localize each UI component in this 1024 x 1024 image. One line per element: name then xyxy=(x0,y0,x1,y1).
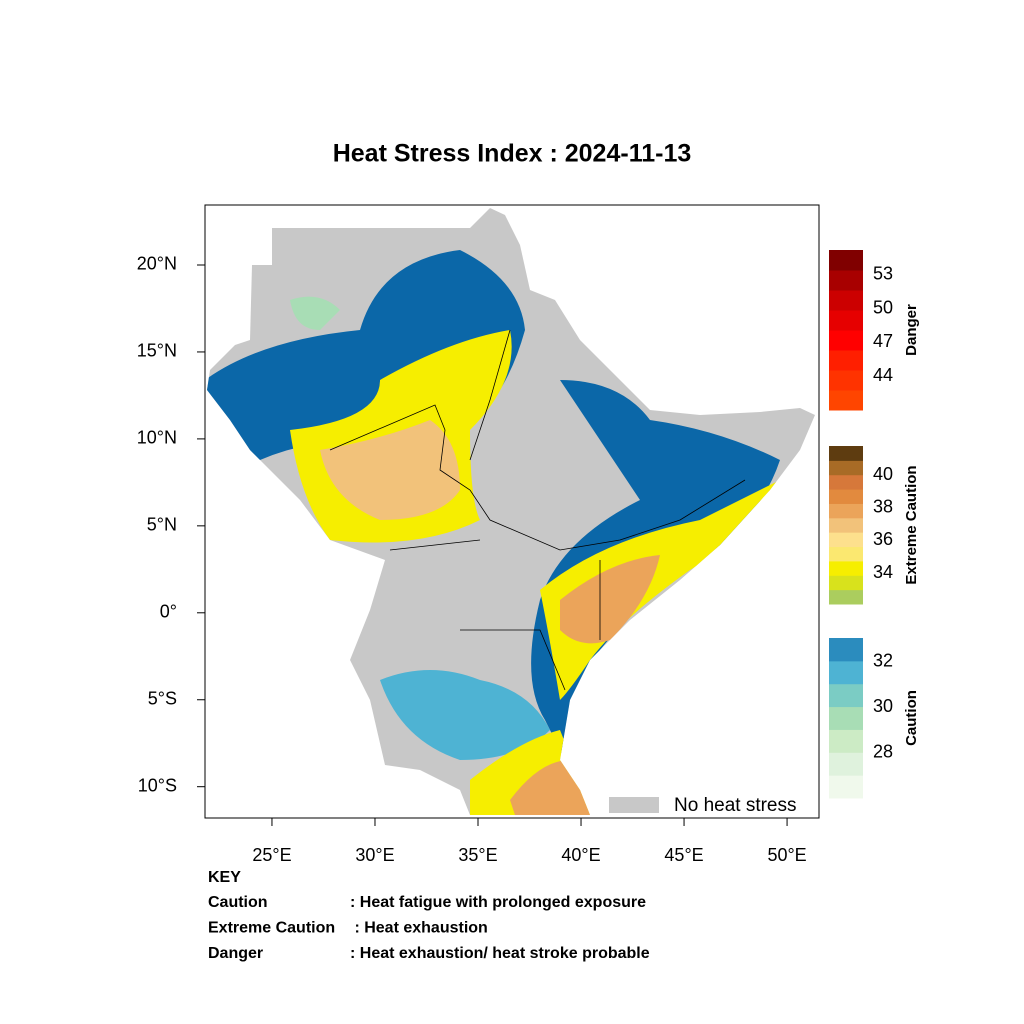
extreme-caution-zone xyxy=(540,480,780,700)
y-tick-label: 5°N xyxy=(147,515,177,535)
colorbar-segment xyxy=(829,729,863,753)
x-tick-label: 40°E xyxy=(561,845,600,865)
x-tick-label: 45°E xyxy=(664,845,703,865)
colorbar-tick-label: 47 xyxy=(873,331,893,351)
colorbar-segment xyxy=(829,446,863,461)
key-desc: : Heat exhaustion/ heat stroke probable xyxy=(350,945,650,962)
colorbar-tick-label: 34 xyxy=(873,562,893,582)
colorbar-segment xyxy=(829,589,863,605)
key-term: Danger xyxy=(208,945,263,962)
colorbar-segment xyxy=(829,503,863,519)
colorbar-segment xyxy=(829,310,863,331)
colorbar-tick-label: 28 xyxy=(873,741,893,761)
plot-frame xyxy=(204,204,820,819)
colorbar-tick-label: 30 xyxy=(873,696,893,716)
x-tick-label: 25°E xyxy=(252,845,291,865)
colorbar-segment xyxy=(829,638,863,662)
colorbar-title: Extreme Caution xyxy=(903,465,920,584)
x-tick-label: 30°E xyxy=(355,845,394,865)
y-tick-label: 20°N xyxy=(137,254,177,274)
colorbar-segment xyxy=(829,752,863,776)
caution-zone xyxy=(290,296,340,330)
colorbar-tick-label: 40 xyxy=(873,464,893,484)
colorbar-segment xyxy=(829,330,863,351)
y-tick-label: 10°S xyxy=(138,775,177,795)
colorbar-segment xyxy=(829,350,863,371)
no-stress-swatch xyxy=(609,797,659,813)
map-title: Heat Stress Index : 2024-11-13 xyxy=(333,140,692,168)
colorbar-tick-label: 32 xyxy=(873,651,893,671)
heat-field xyxy=(207,208,815,815)
key-heading: KEY xyxy=(208,869,241,886)
colorbar-segment xyxy=(829,775,863,799)
extreme-caution-zone xyxy=(560,555,660,644)
y-tick-label: 15°N xyxy=(137,341,177,361)
key-desc: : Heat fatigue with prolonged exposure xyxy=(350,894,646,911)
colorbar-tick-label: 50 xyxy=(873,297,893,317)
colorbar-tick-label: 53 xyxy=(873,264,893,284)
caution-zone xyxy=(380,670,550,760)
colorbar-segment xyxy=(829,660,863,685)
y-tick-label: 0° xyxy=(160,602,177,622)
key-term: Extreme Caution xyxy=(208,920,335,937)
y-tick-label: 10°N xyxy=(137,428,177,448)
colorbar-segment xyxy=(829,290,863,311)
colorbar-segment xyxy=(829,706,863,730)
colorbar-tick-label: 36 xyxy=(873,529,893,549)
extreme-caution-zone xyxy=(320,420,460,520)
colorbar-segment xyxy=(829,250,863,271)
colorbar-segment xyxy=(829,489,863,504)
colorbar-tick-label: 44 xyxy=(873,365,893,385)
colorbar-tick-label: 38 xyxy=(873,497,893,517)
key-desc: : Heat exhaustion xyxy=(350,920,488,937)
colorbar-segment xyxy=(829,474,863,490)
colorbar-title: Caution xyxy=(903,690,920,746)
colorbar-segment xyxy=(829,683,863,708)
colorbar-segment xyxy=(829,370,863,391)
colorbar-segment xyxy=(829,532,863,548)
y-tick-label: 5°S xyxy=(148,688,177,708)
x-tick-label: 35°E xyxy=(458,845,497,865)
colorbar-segment xyxy=(829,546,863,562)
colorbar-segment xyxy=(829,460,863,476)
colorbar-segment xyxy=(829,560,863,576)
colorbar-segment xyxy=(829,390,863,411)
colorbar-segment xyxy=(829,270,863,291)
colorbar-segment xyxy=(829,517,863,533)
colorbar-title: Danger xyxy=(903,304,920,356)
key-term: Caution xyxy=(208,894,268,911)
x-tick-label: 50°E xyxy=(767,845,806,865)
no-stress-label: No heat stress xyxy=(674,795,797,816)
borders xyxy=(329,329,746,691)
colorbar-segment xyxy=(829,575,863,591)
